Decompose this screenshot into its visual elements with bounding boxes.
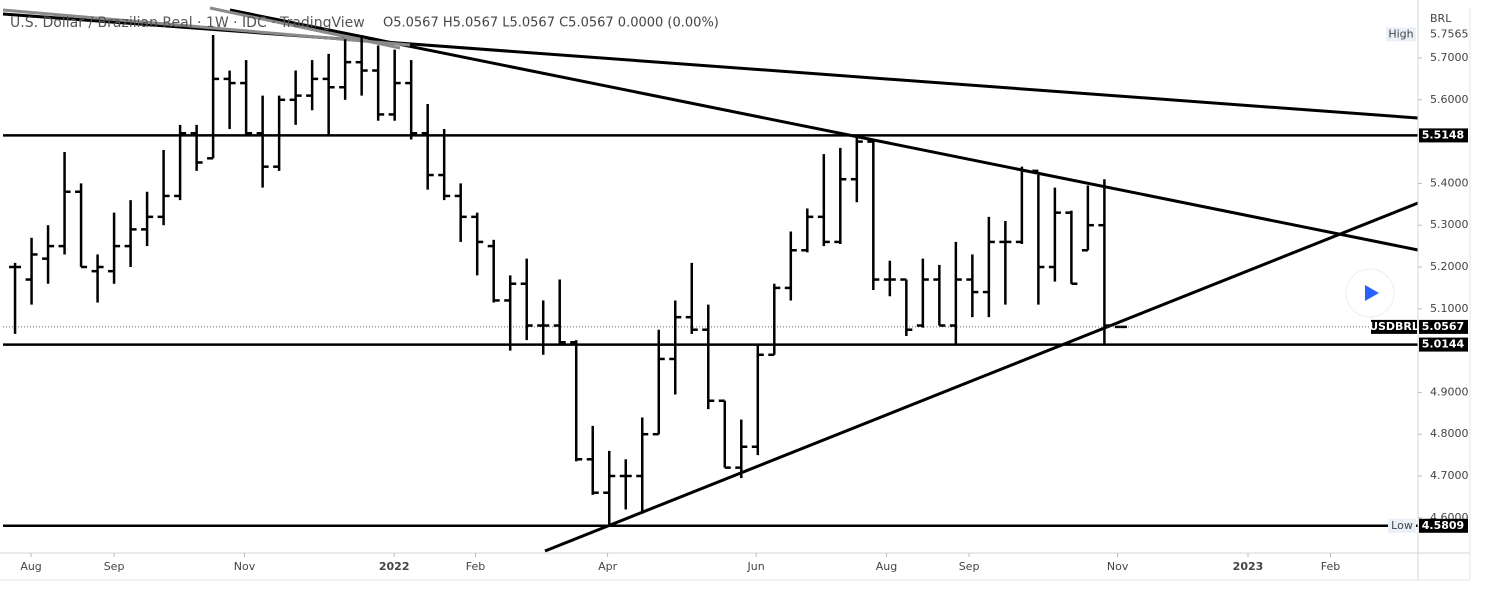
- play-icon[interactable]: [1365, 285, 1379, 301]
- price-tag: [1419, 319, 1468, 334]
- play-button[interactable]: [1345, 268, 1395, 318]
- price-tag-label: 5.5148: [1422, 128, 1464, 141]
- plot-area: [2, 6, 1419, 553]
- x-tick-label: 2023: [1233, 560, 1264, 573]
- x-tick-label: Feb: [1321, 560, 1340, 573]
- symbol-tag: [1371, 319, 1417, 334]
- x-tick-label: Aug: [876, 560, 897, 573]
- price-tag: [1419, 337, 1468, 352]
- y-tick-label: 5.2000: [1430, 260, 1469, 273]
- x-tick-label: 2022: [379, 560, 410, 573]
- high-badge: [1386, 27, 1416, 42]
- price-tag-label: 4.5809: [1422, 519, 1464, 532]
- symbol-tag-label: USDBRL: [1369, 320, 1419, 333]
- x-tick-label: Nov: [234, 560, 256, 573]
- price-tag: [1419, 518, 1468, 533]
- x-tick-label: Jun: [747, 560, 765, 573]
- x-tick-label: Nov: [1107, 560, 1129, 573]
- x-tick-label: Sep: [104, 560, 125, 573]
- price-tag: [1419, 128, 1468, 143]
- x-tick-label: Feb: [466, 560, 485, 573]
- trendline: [544, 201, 1419, 553]
- x-tick-label: Apr: [598, 560, 618, 573]
- y-tick-label: 4.8000: [1430, 427, 1469, 440]
- x-tick-label: Sep: [959, 560, 980, 573]
- currency-label: BRL: [1430, 12, 1452, 25]
- price-tag-label: 5.0144: [1422, 338, 1465, 351]
- y-tick-label: 5.4000: [1430, 176, 1469, 189]
- y-tick-label: 4.9000: [1430, 385, 1469, 398]
- low-badge: [1388, 518, 1416, 533]
- y-tick-label: 4.7000: [1430, 469, 1469, 482]
- x-tick-label: Aug: [20, 560, 41, 573]
- chart-title: U.S. Dollar / Brazilian Real · 1W · IDC …: [10, 15, 365, 31]
- high-value-label: 5.7565: [1430, 27, 1469, 40]
- price-tag-label: 5.0567: [1422, 320, 1464, 333]
- y-tick-label: 5.3000: [1430, 218, 1469, 231]
- ohlc-readout: O5.0567 H5.0567 L5.0567 C5.0567 0.0000 (…: [383, 16, 719, 31]
- trendline: [229, 8, 1419, 252]
- trendline: [209, 6, 401, 50]
- trendline: [2, 8, 411, 47]
- high-badge-label: High: [1388, 27, 1413, 40]
- low-badge-label: Low: [1391, 519, 1413, 532]
- y-tick-label: 5.1000: [1430, 302, 1469, 315]
- y-tick-label: 5.6000: [1430, 93, 1469, 106]
- y-tick-label: 5.7000: [1430, 51, 1469, 64]
